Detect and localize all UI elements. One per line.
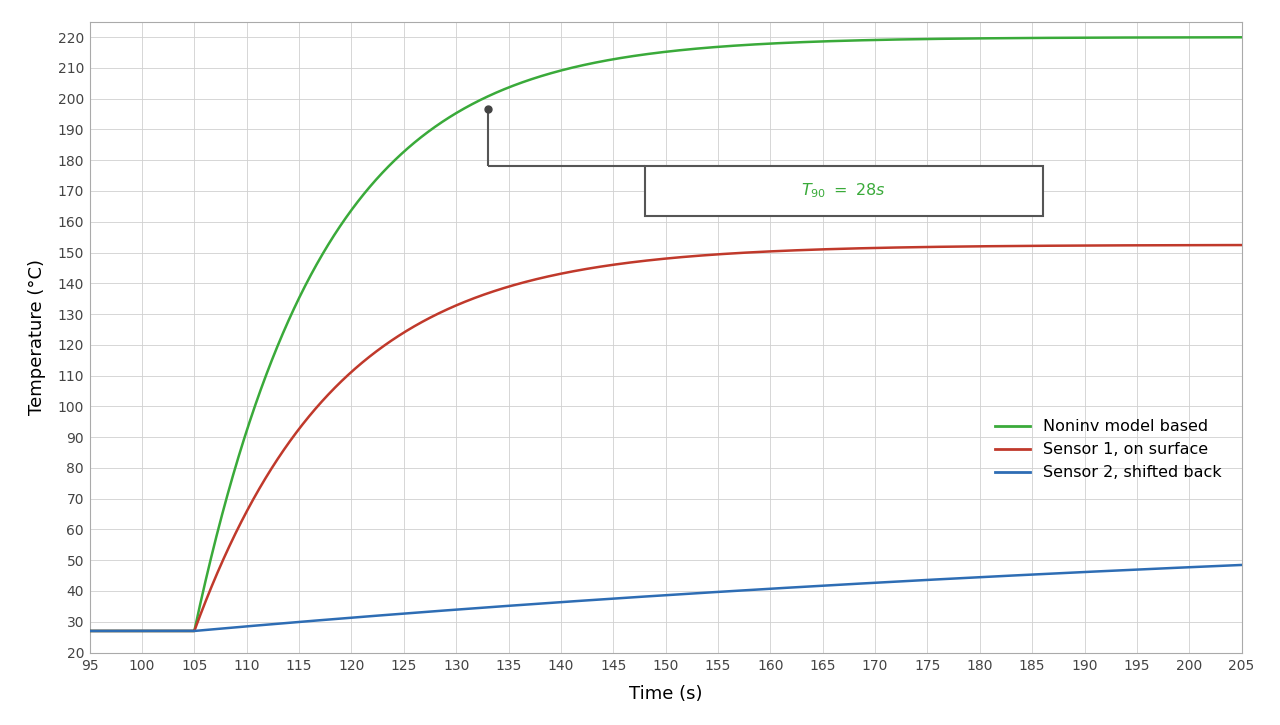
X-axis label: Time (s): Time (s) (628, 684, 703, 703)
Y-axis label: Temperature (°C): Temperature (°C) (28, 259, 46, 415)
FancyBboxPatch shape (645, 166, 1043, 215)
Text: $T_{90}\ =\ 28s$: $T_{90}\ =\ 28s$ (801, 182, 886, 200)
Legend: Noninv model based, Sensor 1, on surface, Sensor 2, shifted back: Noninv model based, Sensor 1, on surface… (988, 413, 1228, 486)
